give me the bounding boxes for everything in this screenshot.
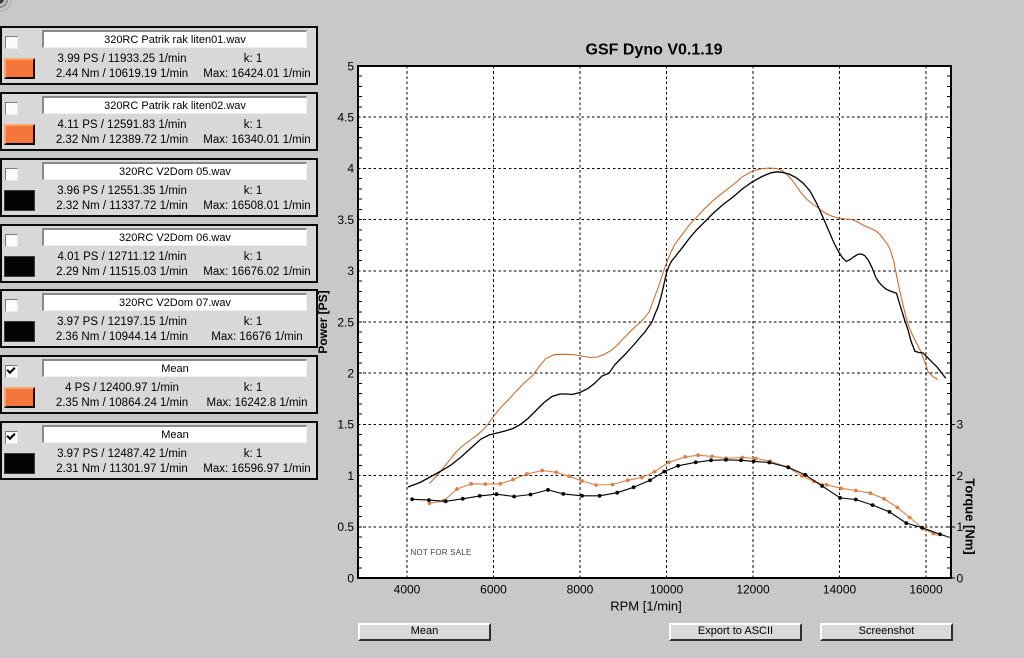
svg-text:3.5: 3.5 [337, 213, 354, 227]
svg-text:2: 2 [957, 469, 964, 483]
svg-text:RPM [1/min]: RPM [1/min] [610, 599, 682, 614]
svg-text:5: 5 [347, 59, 354, 73]
svg-text:2.5: 2.5 [337, 315, 354, 329]
svg-text:1: 1 [957, 520, 964, 534]
svg-text:1: 1 [347, 469, 354, 483]
svg-text:1.5: 1.5 [337, 418, 354, 432]
svg-text:0: 0 [347, 571, 354, 585]
svg-text:16000: 16000 [909, 583, 943, 597]
svg-text:3: 3 [957, 418, 964, 432]
svg-text:6000: 6000 [480, 583, 507, 597]
svg-text:3: 3 [347, 264, 354, 278]
svg-text:2: 2 [347, 367, 354, 381]
svg-text:Power [PS]: Power [PS] [316, 290, 330, 353]
svg-text:Torque [Nm]: Torque [Nm] [963, 478, 978, 554]
svg-text:8000: 8000 [567, 583, 594, 597]
svg-text:0.5: 0.5 [337, 520, 354, 534]
svg-text:4000: 4000 [394, 583, 421, 597]
svg-text:4: 4 [347, 162, 354, 176]
svg-text:10000: 10000 [650, 583, 684, 597]
svg-text:NOT FOR SALE: NOT FOR SALE [411, 548, 472, 557]
svg-text:0: 0 [957, 571, 964, 585]
svg-text:GSF Dyno V0.1.19: GSF Dyno V0.1.19 [586, 42, 723, 59]
svg-text:14000: 14000 [823, 583, 857, 597]
svg-text:12000: 12000 [736, 583, 770, 597]
svg-text:4.5: 4.5 [337, 111, 354, 125]
